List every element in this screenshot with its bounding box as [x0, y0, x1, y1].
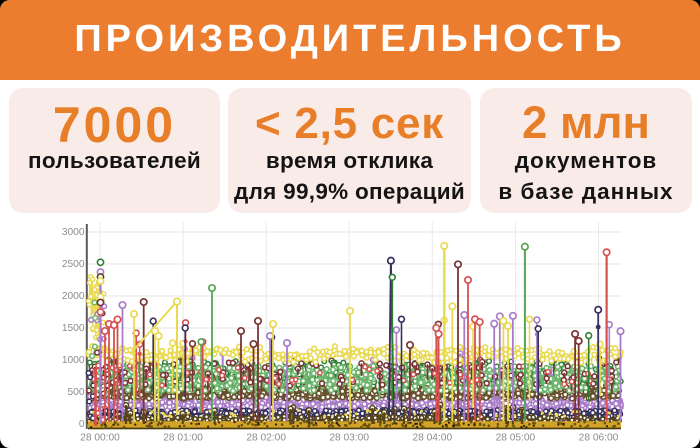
- svg-text:2500: 2500: [62, 259, 85, 270]
- svg-text:28 05:00: 28 05:00: [496, 433, 536, 444]
- svg-text:0: 0: [79, 419, 85, 430]
- svg-text:28 06:00: 28 06:00: [579, 433, 619, 444]
- svg-text:28 00:00: 28 00:00: [80, 433, 120, 444]
- svg-text:28 03:00: 28 03:00: [329, 433, 369, 444]
- svg-text:28 01:00: 28 01:00: [163, 433, 203, 444]
- svg-text:500: 500: [68, 387, 85, 398]
- svg-text:2000: 2000: [62, 291, 85, 302]
- svg-text:1000: 1000: [62, 355, 85, 366]
- svg-text:3000: 3000: [62, 227, 85, 238]
- svg-text:1500: 1500: [62, 323, 85, 334]
- svg-text:28 04:00: 28 04:00: [412, 433, 452, 444]
- svg-text:28 02:00: 28 02:00: [246, 433, 286, 444]
